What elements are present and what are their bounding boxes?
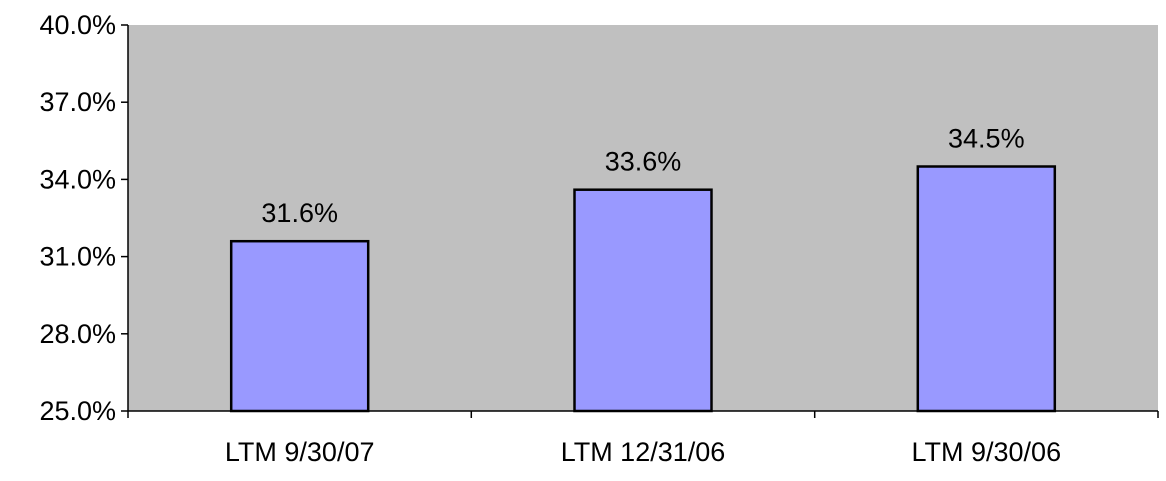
bar-2 (573, 188, 713, 413)
bars-layer (229, 165, 1057, 413)
data-label-3: 34.5% (948, 124, 1025, 154)
y-tick-label-4: 34.0% (39, 164, 116, 194)
data-label-1: 31.6% (261, 198, 338, 228)
bar-3 (916, 165, 1057, 413)
x-tick-label-1: LTM 9/30/07 (225, 437, 375, 467)
data-label-2: 33.6% (605, 147, 682, 177)
axes-layer (121, 24, 1159, 418)
y-tick-label-1: 25.0% (39, 396, 116, 426)
y-tick-label-5: 37.0% (39, 87, 116, 117)
y-tick-label-3: 31.0% (39, 242, 116, 272)
bar-1 (229, 239, 370, 413)
x-tick-label-3: LTM 9/30/06 (912, 437, 1062, 467)
y-tick-label-2: 28.0% (39, 319, 116, 349)
x-tick-label-2: LTM 12/31/06 (561, 437, 726, 467)
labels-layer: 31.6% LTM 9/30/07 33.6% LTM 12/31/06 34.5% LT… (39, 10, 1061, 467)
y-tick-label-6: 40.0% (39, 10, 116, 40)
